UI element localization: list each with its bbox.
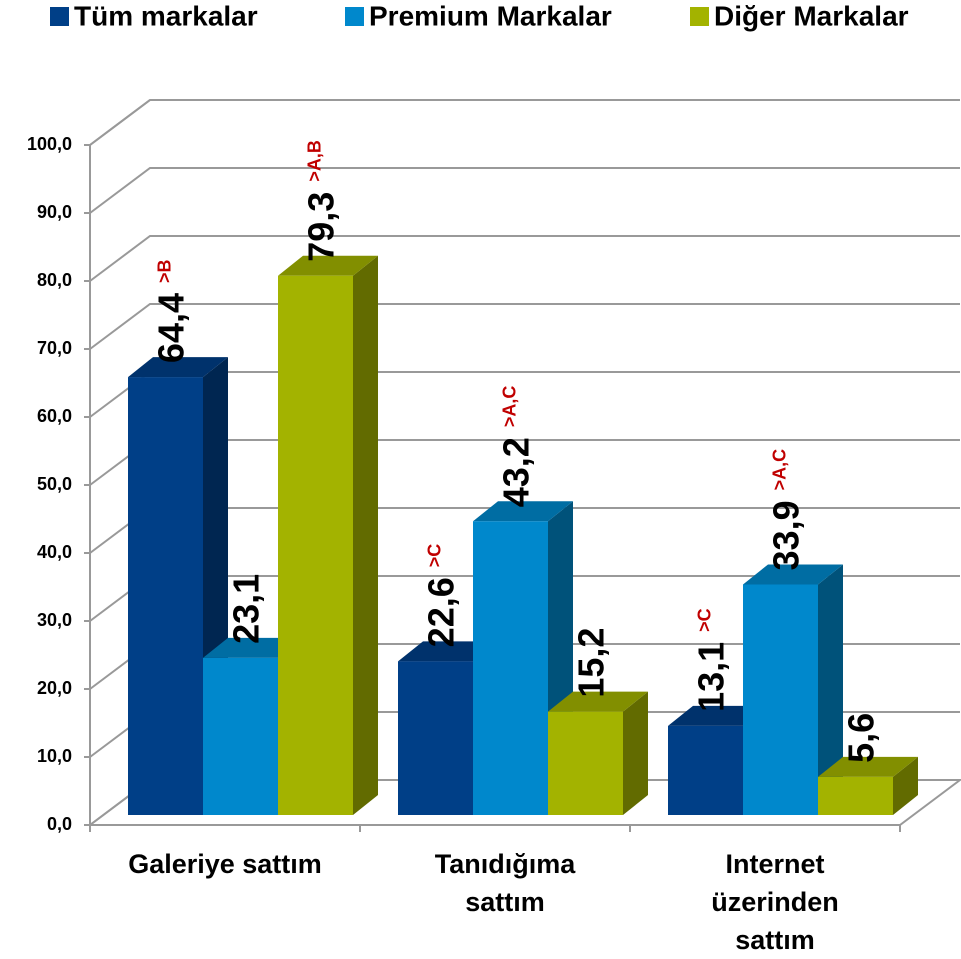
bar <box>818 756 918 815</box>
bar-side <box>893 756 918 815</box>
value-label-text: 22,6 <box>420 577 461 647</box>
bar-side <box>623 691 648 815</box>
bar-front <box>743 584 818 815</box>
value-label-text: 5,6 <box>840 713 881 763</box>
value-label: 5,6 <box>840 713 881 763</box>
bar-top <box>548 691 648 712</box>
value-label-text: 79,3 <box>300 192 341 262</box>
grid-line <box>89 167 960 214</box>
value-label-text: 13,1 <box>690 642 731 712</box>
grid-line <box>89 235 960 282</box>
bar <box>278 255 378 815</box>
bar-front <box>278 275 353 815</box>
y-tick-label: 0,0 <box>47 814 72 834</box>
legend-label: Diğer Markalar <box>714 0 909 31</box>
grid-line <box>89 99 960 146</box>
legend-swatch <box>345 7 364 26</box>
y-tick-label: 40,0 <box>37 542 72 562</box>
bar-front <box>398 661 473 815</box>
legend-swatch <box>690 7 709 26</box>
bar-top <box>818 756 918 777</box>
x-tick-label: Galeriye sattım <box>128 849 322 879</box>
value-label-text: 64,4 <box>150 293 191 363</box>
legend-swatch <box>50 7 69 26</box>
y-tick-label: 80,0 <box>37 270 72 290</box>
bar-top <box>743 564 843 585</box>
bar-top <box>473 501 573 522</box>
value-label: 15,2 <box>570 628 611 698</box>
x-tick-label: Internet üzerinden sattım <box>711 849 839 955</box>
significance-label: >A,C <box>499 386 519 428</box>
significance-label: >A,B <box>304 140 324 182</box>
y-tick-label: 50,0 <box>37 474 72 494</box>
bar-front <box>473 521 548 815</box>
bar-side <box>353 255 378 815</box>
legend-label: Tüm markalar <box>74 0 258 31</box>
significance-label: >A,C <box>769 449 789 491</box>
significance-label: >B <box>154 259 174 283</box>
value-label: 79,3 >A,B <box>300 140 341 262</box>
significance-label: >C <box>694 608 714 632</box>
value-label: 33,9 >A,C <box>765 449 806 571</box>
value-label: 22,6 >C <box>420 544 461 648</box>
bar <box>548 691 648 815</box>
value-label-text: 15,2 <box>570 628 611 698</box>
y-tick-label: 60,0 <box>37 406 72 426</box>
legend-label: Premium Markalar <box>369 0 612 31</box>
bar <box>743 564 843 815</box>
bar-front <box>818 776 893 815</box>
y-tick-label: 70,0 <box>37 338 72 358</box>
bar-top <box>128 357 228 378</box>
bar-front <box>548 711 623 815</box>
bar-front <box>668 725 743 815</box>
value-label: 23,1 <box>225 574 266 644</box>
value-label-text: 33,9 <box>765 500 806 570</box>
value-label-text: 23,1 <box>225 574 266 644</box>
value-label: 64,4 >B <box>150 259 191 363</box>
bar-side <box>818 564 843 815</box>
value-label: 43,2 >A,C <box>495 386 536 508</box>
value-label-text: 43,2 <box>495 437 536 507</box>
grid-line <box>89 303 960 350</box>
bar <box>128 357 228 815</box>
y-tick-label: 90,0 <box>37 202 72 222</box>
bar-front <box>203 657 278 815</box>
value-label: 13,1 >C <box>690 608 731 712</box>
y-tick-label: 20,0 <box>37 678 72 698</box>
bar-front <box>128 377 203 815</box>
bar-top <box>278 255 378 276</box>
y-tick-label: 10,0 <box>37 746 72 766</box>
significance-label: >C <box>424 544 444 568</box>
x-tick-label: Tanıdığıma sattım <box>434 849 576 917</box>
y-tick-label: 30,0 <box>37 610 72 630</box>
y-tick-label: 100,0 <box>27 134 72 154</box>
